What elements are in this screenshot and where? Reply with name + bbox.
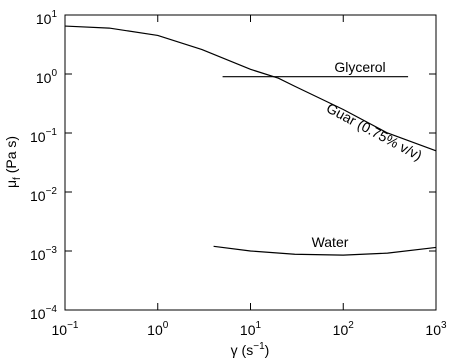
tick-label-exponent: 1 — [256, 320, 262, 331]
series-line — [64, 25, 437, 152]
y-axis-label: μf (Pa s) — [3, 136, 23, 188]
tick-label-exponent: −1 — [67, 320, 79, 331]
tick-label: 100 — [147, 320, 169, 338]
tick-label-exponent: 3 — [441, 320, 447, 331]
annotation: Guar (0.75% v/v) — [324, 100, 425, 164]
tick-label-exponent: 2 — [348, 320, 354, 331]
tick-label: 102 — [333, 320, 355, 338]
series-line — [213, 245, 437, 256]
x-axis-label-end: ) — [265, 342, 270, 358]
tick-label: 10−1 — [30, 127, 57, 145]
tick-label-base: 10 — [240, 322, 256, 338]
y-axis-label-sub: f — [12, 177, 23, 180]
tick-label-base: 10 — [30, 129, 46, 145]
tick-label-exponent: 0 — [163, 320, 169, 331]
tick-label-exponent: −3 — [46, 245, 58, 256]
tick-label-exponent: −4 — [46, 304, 58, 315]
tick-label-exponent: −2 — [46, 186, 58, 197]
tick-label: 101 — [240, 320, 262, 338]
x-axis-label-text: γ (s — [231, 342, 254, 358]
tick-label-exponent: 0 — [51, 68, 57, 79]
tick-label: 101 — [36, 9, 58, 27]
tick-label-base: 10 — [36, 11, 52, 27]
tick-label-base: 10 — [52, 322, 68, 338]
tick-label-base: 10 — [147, 322, 163, 338]
tick-label: 10−4 — [30, 304, 57, 322]
tick-label: 10−3 — [30, 245, 57, 263]
annotation: Water — [312, 234, 349, 250]
x-axis-label: γ (s−1) — [231, 341, 270, 358]
tick-label-base: 10 — [333, 322, 349, 338]
tick-label-base: 10 — [30, 188, 46, 204]
tick-label: 10−1 — [52, 320, 79, 338]
tick-label: 100 — [36, 68, 58, 86]
x-axis-label-sup: −1 — [253, 341, 265, 352]
tick-label: 10−2 — [30, 186, 57, 204]
tick-label-base: 10 — [30, 306, 46, 322]
y-axis-label-text: μ — [3, 180, 19, 188]
tick-label: 103 — [425, 320, 447, 338]
annotation: Glycerol — [334, 59, 385, 75]
tick-label-base: 10 — [36, 70, 52, 86]
tick-label-base: 10 — [30, 247, 46, 263]
tick-label-exponent: −1 — [46, 127, 58, 138]
y-axis-label-end: (Pa s) — [3, 136, 19, 177]
tick-label-exponent: 1 — [51, 9, 57, 20]
tick-label-base: 10 — [425, 322, 441, 338]
